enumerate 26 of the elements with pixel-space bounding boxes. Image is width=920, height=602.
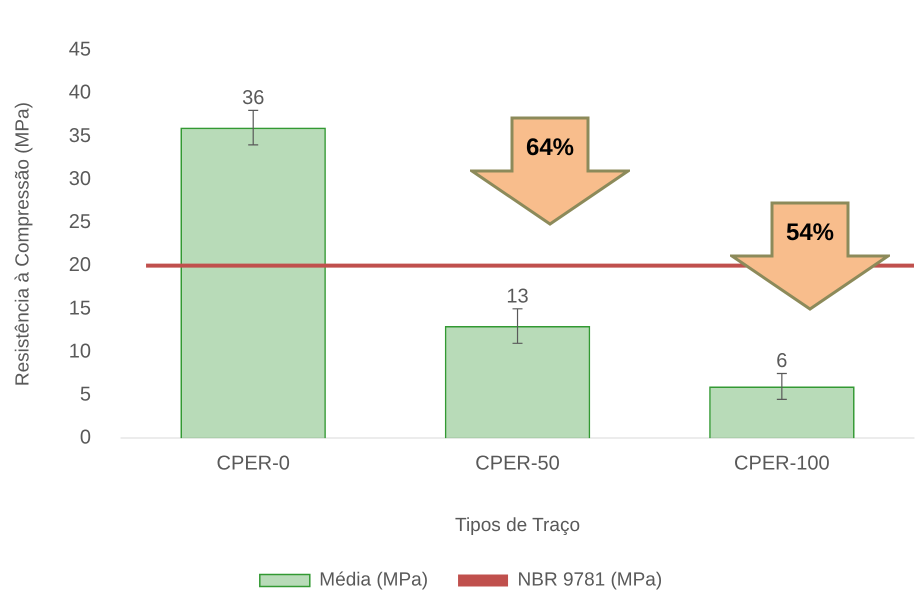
annotation: 54% bbox=[784, 219, 836, 247]
y-tick-label: 0 bbox=[80, 426, 92, 449]
arrow-icon: 64% bbox=[470, 116, 630, 226]
data-label: 6 bbox=[776, 350, 788, 372]
y-tick-label: 35 bbox=[68, 124, 92, 147]
y-tick-label: 10 bbox=[68, 340, 92, 362]
y-tick-label: 45 bbox=[68, 38, 92, 61]
x-tick-label: CPER-100 bbox=[734, 452, 830, 475]
arrow-icon: 54% bbox=[730, 201, 890, 311]
x-axis-title: Tipos de Traço bbox=[455, 514, 580, 536]
legend-label: Média (MPa) bbox=[319, 570, 428, 591]
y-tick-label: 20 bbox=[68, 254, 92, 276]
y-tick-label: 40 bbox=[68, 82, 92, 104]
bar bbox=[444, 326, 590, 438]
bar bbox=[709, 386, 855, 438]
x-tick-label: CPER-50 bbox=[475, 452, 560, 475]
annotation: 64% bbox=[524, 134, 576, 162]
legend-label: NBR 9781 (MPa) bbox=[518, 570, 662, 591]
y-tick-label: 5 bbox=[80, 384, 92, 406]
y-tick-label: 30 bbox=[68, 168, 92, 190]
x-tick-label: CPER-0 bbox=[216, 452, 290, 475]
data-label: 13 bbox=[506, 285, 529, 308]
y-tick-label: 25 bbox=[68, 211, 92, 234]
data-label: 36 bbox=[242, 86, 264, 109]
y-axis-title: Resistência à Compressão (MPa) bbox=[12, 102, 34, 386]
y-tick-label: 15 bbox=[68, 297, 92, 320]
